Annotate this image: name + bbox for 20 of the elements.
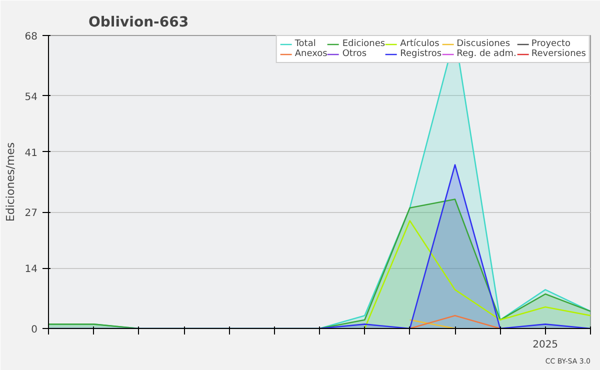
legend-label: Reversiones — [531, 49, 586, 59]
x-tick-label: 2025 — [532, 340, 558, 350]
legend-label: Anexos — [294, 49, 328, 59]
y-tick-label: 68 — [24, 32, 38, 42]
legend-label: Registros — [400, 49, 442, 59]
y-tick-label: 54 — [24, 92, 38, 103]
chart-title: Oblivion-663 — [88, 14, 189, 30]
legend-label: Otros — [342, 49, 367, 59]
legend-label: Artículos — [400, 39, 440, 49]
legend-label: Ediciones — [342, 39, 386, 49]
y-tick-label: 0 — [31, 324, 38, 336]
y-tick-label: 14 — [24, 264, 38, 276]
y-tick-label: 27 — [24, 208, 38, 220]
y-tick-label: 41 — [24, 148, 38, 159]
legend-label: Discusiones — [456, 39, 510, 49]
legend-label: Proyecto — [531, 39, 571, 49]
legend-label: Total — [294, 39, 316, 49]
line-series — [364, 220, 590, 328]
legend-label: Reg. de adm. — [456, 49, 516, 59]
y-axis-title: Ediciones/mes — [4, 142, 17, 222]
